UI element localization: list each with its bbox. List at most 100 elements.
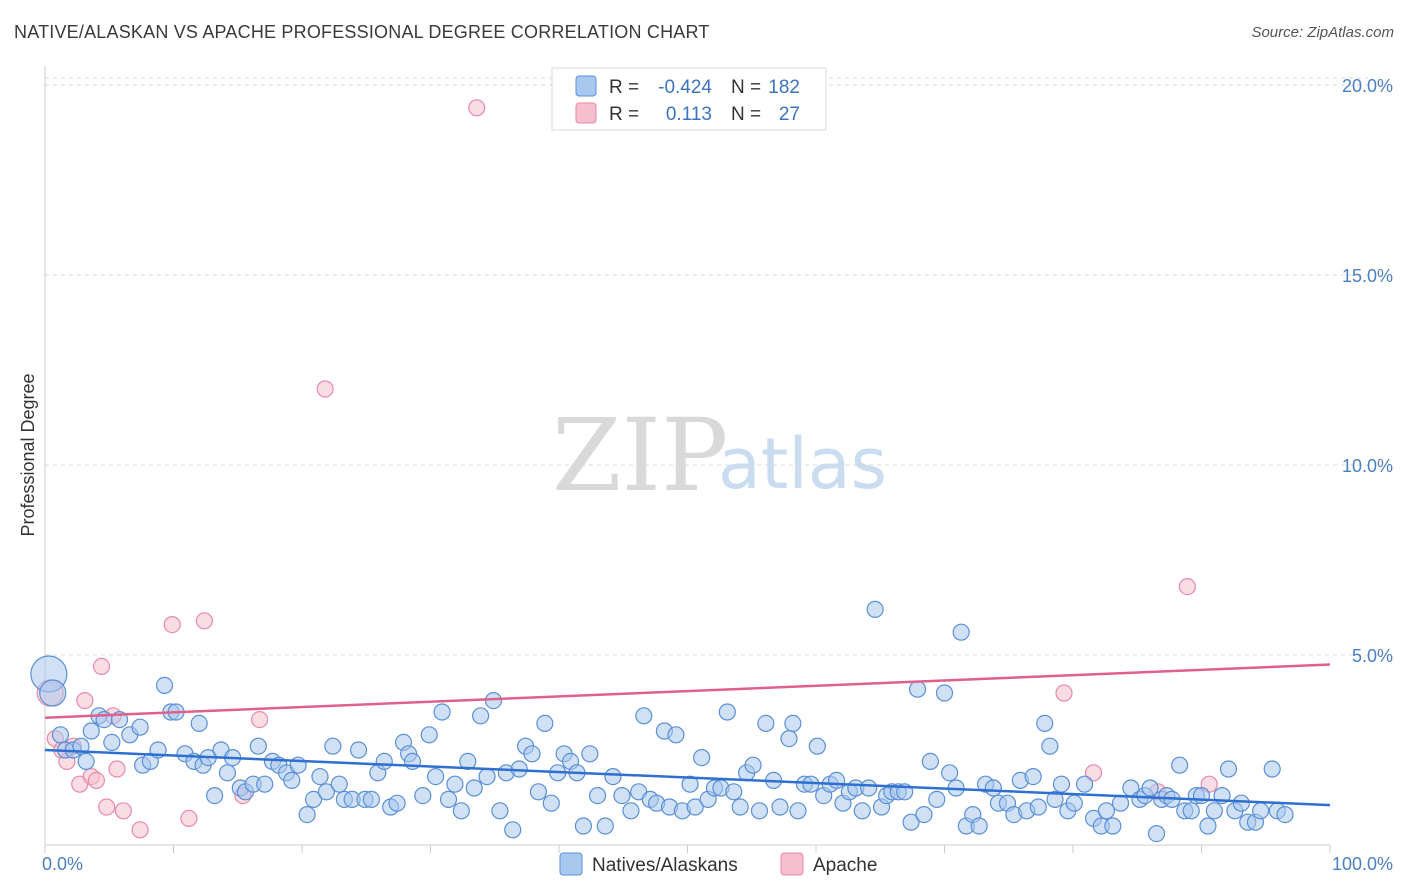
native-point-53 — [388, 794, 406, 812]
native-point-140 — [952, 623, 970, 641]
series-legend-label-natives: Natives/Alaskans — [592, 855, 738, 876]
apache-point-6 — [76, 691, 94, 710]
chart-source: Source: ZipAtlas.com — [1251, 24, 1394, 41]
native-point-76 — [536, 714, 554, 733]
x-tick-label-1: 100.0% — [1332, 854, 1393, 874]
native-point-98 — [686, 798, 704, 816]
chart-title: NATIVE/ALASKAN VS APACHE PROFESSIONAL DE… — [14, 22, 710, 42]
legend-n-label-apache: N = — [731, 104, 761, 125]
apache-point-15 — [163, 615, 181, 634]
y-axis-ticks: 5.0% 10.0% 15.0% 20.0% — [1342, 76, 1393, 666]
y-tick-label-0: 5.0% — [1352, 646, 1393, 666]
series-legend-swatch-natives — [559, 852, 583, 876]
native-point-152 — [1029, 798, 1047, 816]
native-point-88 — [622, 802, 640, 820]
native-point-175 — [1182, 802, 1200, 820]
native-point-71 — [504, 821, 522, 839]
native-point-66 — [472, 707, 490, 725]
legend-r-label-natives: R = — [609, 77, 639, 98]
apache-point-14 — [131, 821, 149, 839]
native-point-41 — [311, 767, 329, 786]
native-point-117 — [808, 737, 826, 755]
trend-line-apache — [44, 663, 1331, 719]
apache-point-12 — [108, 760, 126, 778]
native-point-154 — [1041, 737, 1059, 755]
native-point-90 — [635, 707, 653, 725]
native-point-162 — [1097, 802, 1116, 820]
native-point-133 — [908, 680, 927, 698]
native-point-168 — [1141, 779, 1159, 797]
native-point-187 — [1263, 760, 1281, 778]
grid-lines — [45, 77, 1368, 656]
native-point-178 — [1199, 817, 1217, 835]
native-point-87 — [613, 786, 631, 805]
native-point-82 — [574, 817, 593, 835]
native-point-60 — [433, 703, 451, 721]
native-point-69 — [491, 802, 509, 820]
native-point-77 — [542, 794, 560, 812]
native-point-25 — [206, 786, 224, 805]
native-point-57 — [414, 786, 432, 805]
native-point-114 — [789, 802, 807, 820]
legend-n-value-apache: 27 — [779, 104, 800, 125]
native-point-59 — [427, 767, 445, 786]
series-legend-label-apache: Apache — [813, 855, 877, 876]
native-point-65 — [465, 779, 483, 797]
native-point-186 — [1252, 802, 1270, 820]
native-point-27 — [218, 764, 237, 782]
native-point-155 — [1046, 790, 1064, 809]
native-point-62 — [446, 775, 464, 793]
native-point-169 — [1147, 824, 1166, 843]
native-point-99 — [693, 748, 711, 767]
series-legend: Natives/Alaskans Apache — [559, 852, 877, 876]
native-point-107 — [744, 756, 762, 774]
native-point-181 — [1219, 760, 1238, 778]
legend-n-label-natives: N = — [731, 77, 761, 98]
y-tick-label-3: 20.0% — [1342, 76, 1393, 96]
native-point-95 — [667, 726, 685, 744]
apache-point-8 — [87, 771, 106, 790]
native-point-158 — [1065, 794, 1083, 812]
native-point-42 — [317, 783, 336, 801]
native-point-163 — [1104, 817, 1122, 835]
native-point-143 — [970, 817, 988, 835]
legend-swatch-apache — [575, 102, 597, 124]
native-point-10 — [103, 733, 121, 752]
native-point-37 — [283, 771, 301, 790]
apache-point-21 — [468, 99, 486, 117]
native-point-138 — [941, 764, 959, 782]
apache-point-13 — [114, 802, 132, 820]
native-point-125 — [860, 779, 878, 797]
watermark: ZIP atlas — [552, 397, 887, 514]
native-point-43 — [324, 737, 342, 755]
native-point-189 — [1276, 805, 1294, 824]
native-point-6 — [77, 752, 95, 771]
native-point-113 — [784, 714, 802, 733]
native-point-132 — [902, 813, 920, 831]
apache-point-22 — [1055, 684, 1073, 702]
native-point-108 — [750, 802, 769, 820]
watermark-atlas: atlas — [718, 423, 887, 505]
legend-r-label-apache: R = — [609, 104, 639, 125]
native-point-84 — [588, 786, 607, 805]
correlation-legend: R = -0.424 N = 182 R = 0.113 N = 27 — [551, 67, 827, 131]
trend-lines — [44, 663, 1331, 807]
series-legend-swatch-apache — [780, 852, 804, 876]
native-point-183 — [1232, 794, 1250, 812]
native-point-105 — [731, 798, 749, 816]
legend-r-value-natives: -0.424 — [658, 77, 712, 98]
native-point-120 — [827, 771, 846, 790]
native-point-58 — [420, 726, 438, 744]
apache-point-20 — [316, 380, 334, 398]
native-point-83 — [581, 745, 599, 763]
native-point-64 — [459, 752, 477, 771]
series-natives-points — [30, 600, 1294, 843]
apache-point-23 — [1084, 764, 1103, 782]
native-point-44 — [330, 775, 348, 793]
y-axis-label: Professional Degree — [18, 373, 38, 536]
native-point-159 — [1075, 775, 1094, 793]
x-tick-label-0: 0.0% — [42, 854, 83, 874]
apache-point-17 — [195, 612, 213, 630]
native-point-86 — [604, 767, 622, 786]
